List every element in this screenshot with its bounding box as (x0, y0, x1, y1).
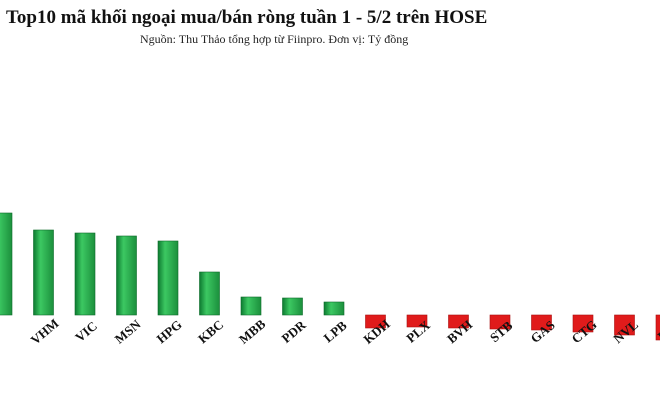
x-tick-label: HO (655, 319, 660, 343)
bar (531, 314, 552, 331)
bar (655, 314, 660, 341)
bar (157, 240, 179, 316)
bar (489, 314, 511, 330)
bar (240, 296, 262, 316)
x-tick-label: HPG (153, 317, 184, 347)
x-tick-label: MBB (236, 316, 269, 347)
bar (74, 232, 96, 316)
bar (282, 297, 303, 316)
bar (116, 235, 137, 316)
bar (323, 301, 345, 316)
bar (448, 314, 469, 329)
x-tick-label: LPB (321, 317, 350, 345)
bar (365, 314, 386, 329)
bar (33, 229, 54, 316)
x-tick-label: KBC (195, 317, 226, 347)
bar (572, 314, 594, 333)
bar (614, 314, 635, 336)
bar (0, 212, 13, 316)
chart-title: Top10 mã khối ngoại mua/bán ròng tuần 1 … (6, 7, 487, 28)
bar (199, 271, 220, 316)
chart-subtitle: Nguồn: Thu Thảo tổng hợp từ Fiinpro. Đơn… (140, 32, 408, 46)
x-tick-label: VIC (72, 318, 100, 345)
x-tick-label: VHM (28, 316, 62, 348)
bar (406, 314, 428, 328)
x-tick-label: MSN (112, 316, 144, 346)
x-tick-label: PDR (279, 317, 310, 346)
